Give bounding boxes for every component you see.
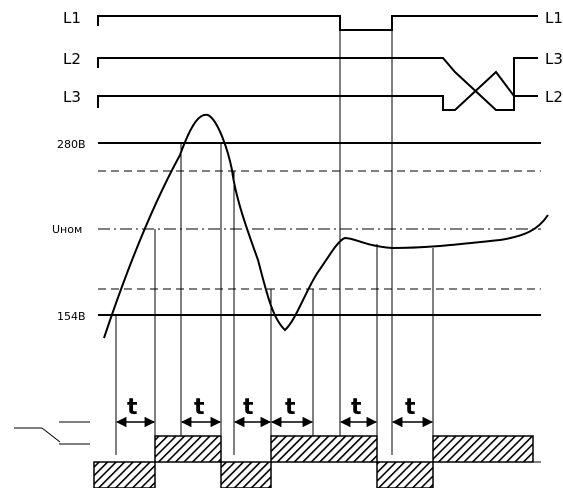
relay-contact-symbol (14, 421, 90, 445)
phase-l1-line (97, 15, 538, 31)
relay-state-off-2 (220, 461, 272, 488)
phase-l3-line (97, 70, 538, 111)
delay-label-6: t (405, 395, 416, 420)
phase-l2-label-left: L2 (63, 50, 81, 68)
event-lines (115, 16, 434, 455)
relay-state-on-3 (432, 435, 534, 463)
lower-threshold-label: 154В (57, 310, 86, 323)
phase-l2-label-right: L3 (545, 50, 563, 68)
phase-l3-label-right: L2 (545, 88, 563, 106)
phase-l1-label-right: L1 (545, 9, 563, 27)
upper-threshold-label: 280В (57, 138, 86, 151)
delay-label-1: t (127, 395, 138, 420)
delay-label-4: t (285, 395, 296, 420)
phase-l2-line (97, 57, 538, 111)
phase-l1-label-left: L1 (63, 9, 81, 27)
relay-state-off-3 (376, 461, 434, 488)
voltage-curve (103, 113, 549, 339)
delay-labels: t t t t t t (127, 395, 416, 420)
delay-label-2: t (194, 395, 205, 420)
relay-state-on-1 (154, 435, 222, 463)
relay-state-off-1 (93, 461, 156, 488)
delay-label-5: t (351, 395, 362, 420)
nominal-voltage-label: Uном (52, 223, 82, 236)
relay-state-on-2 (270, 435, 378, 463)
delay-label-3: t (243, 395, 254, 420)
phase-l3-label-left: L3 (63, 88, 81, 106)
